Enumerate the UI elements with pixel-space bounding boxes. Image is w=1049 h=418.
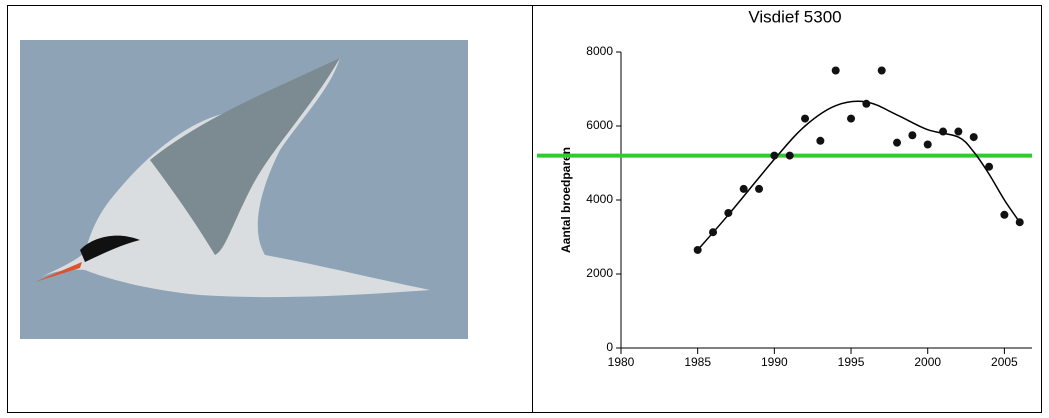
y-tick-label: 2000 xyxy=(586,266,613,280)
data-point xyxy=(816,136,825,145)
y-axis-label: Aantal broedparen xyxy=(559,147,573,253)
data-point xyxy=(1015,218,1024,227)
data-point xyxy=(755,184,764,193)
x-tick-label: 1985 xyxy=(684,355,711,369)
plot: 0 2000 4000 6000 8000 1980 1985 1990 1995 2000 200… xyxy=(537,44,1032,369)
bird-beak xyxy=(35,262,82,282)
data-point xyxy=(739,184,748,193)
data-point xyxy=(801,114,810,123)
data-point xyxy=(954,127,963,136)
data-point xyxy=(969,133,978,142)
data-point xyxy=(862,99,871,108)
data-point xyxy=(709,228,718,237)
data-point xyxy=(847,114,856,123)
photo xyxy=(20,40,468,339)
data-point xyxy=(985,162,994,171)
x-tick-label: 1990 xyxy=(761,355,788,369)
data-point xyxy=(831,66,840,75)
data-point xyxy=(693,245,702,254)
data-point xyxy=(724,208,733,217)
data-point xyxy=(908,131,917,140)
data-point xyxy=(893,138,902,147)
x-tick-label: 1980 xyxy=(608,355,635,369)
x-tick-label: 1995 xyxy=(838,355,865,369)
data-point xyxy=(923,140,932,149)
y-tick-label: 8000 xyxy=(586,44,613,58)
bird-cap xyxy=(80,235,140,262)
data-point xyxy=(785,151,794,160)
y-tick-label: 6000 xyxy=(586,118,613,132)
data-point xyxy=(877,66,886,75)
y-tick-label: 0 xyxy=(606,340,613,354)
y-tick-label: 4000 xyxy=(586,192,613,206)
bird-wing xyxy=(150,58,340,255)
data-point xyxy=(770,151,779,160)
data-point xyxy=(939,127,948,136)
x-tick-label: 2000 xyxy=(914,355,941,369)
x-tick-label: 2005 xyxy=(991,355,1018,369)
chart-title: Visdief 5300 xyxy=(748,7,841,26)
data-point xyxy=(1000,210,1009,219)
